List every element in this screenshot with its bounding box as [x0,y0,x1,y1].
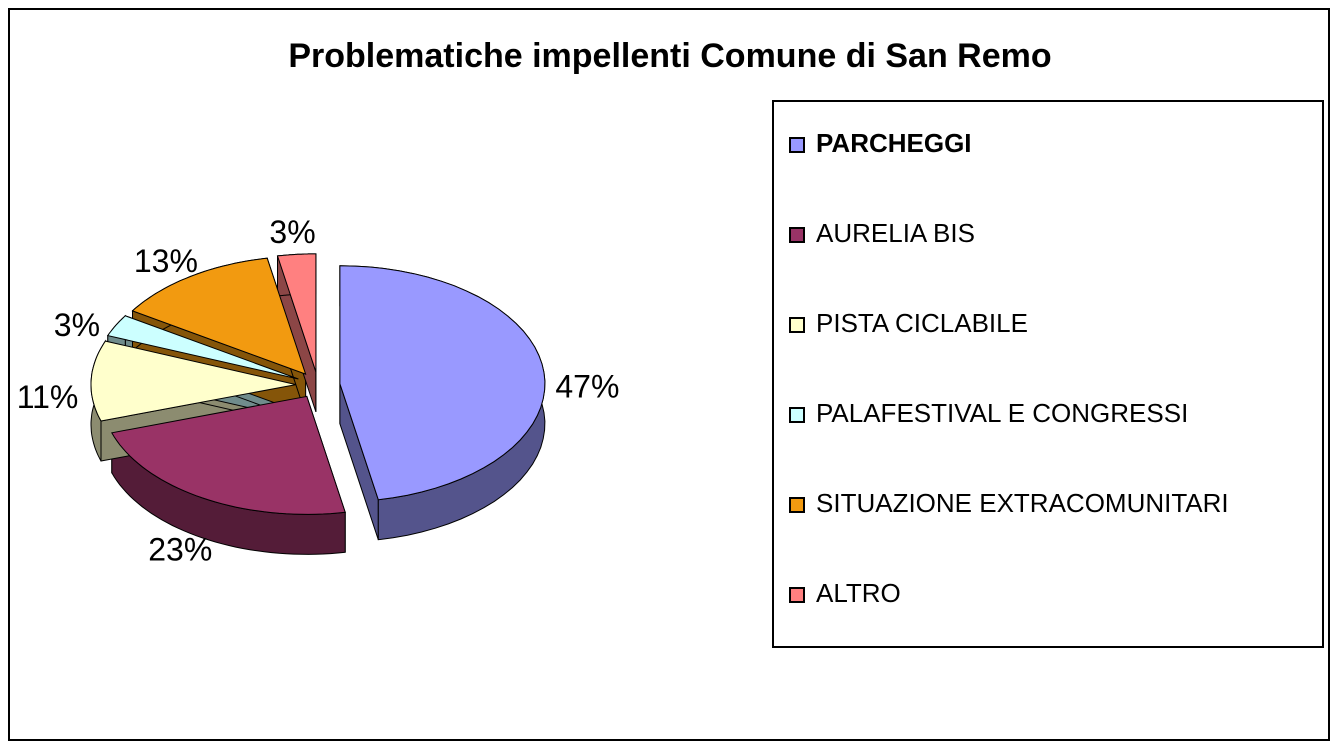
data-label: 11% [17,379,79,415]
pie-slice [90,340,297,422]
pie-slice [276,253,317,373]
legend-label: PARCHEGGI [816,128,972,158]
chart-title: Problematiche impellenti Comune di San R… [288,37,1051,75]
pie-slice [111,395,346,515]
data-label: 3% [269,214,315,250]
legend-swatch [789,497,805,513]
data-label: 47% [555,368,619,404]
pie-slice [131,257,307,375]
legend-swatch [789,317,805,333]
legend-swatch [789,407,805,423]
legend-swatch [789,137,805,153]
legend-label: SITUAZIONE EXTRACOMUNITARI [816,488,1229,518]
data-label: 23% [148,532,212,568]
legend-label: ALTRO [816,578,901,608]
legend-label: AURELIA BIS [816,218,975,248]
legend-box [772,100,1324,648]
legend-label: PALAFESTIVAL E CONGRESSI [816,398,1188,428]
data-label: 3% [54,307,100,343]
legend-swatch [789,227,805,243]
pie-slice [106,315,299,380]
pie-slice [339,265,546,501]
legend-swatch [789,587,805,603]
legend-label: PISTA CICLABILE [816,308,1028,338]
data-label: 13% [134,243,198,279]
